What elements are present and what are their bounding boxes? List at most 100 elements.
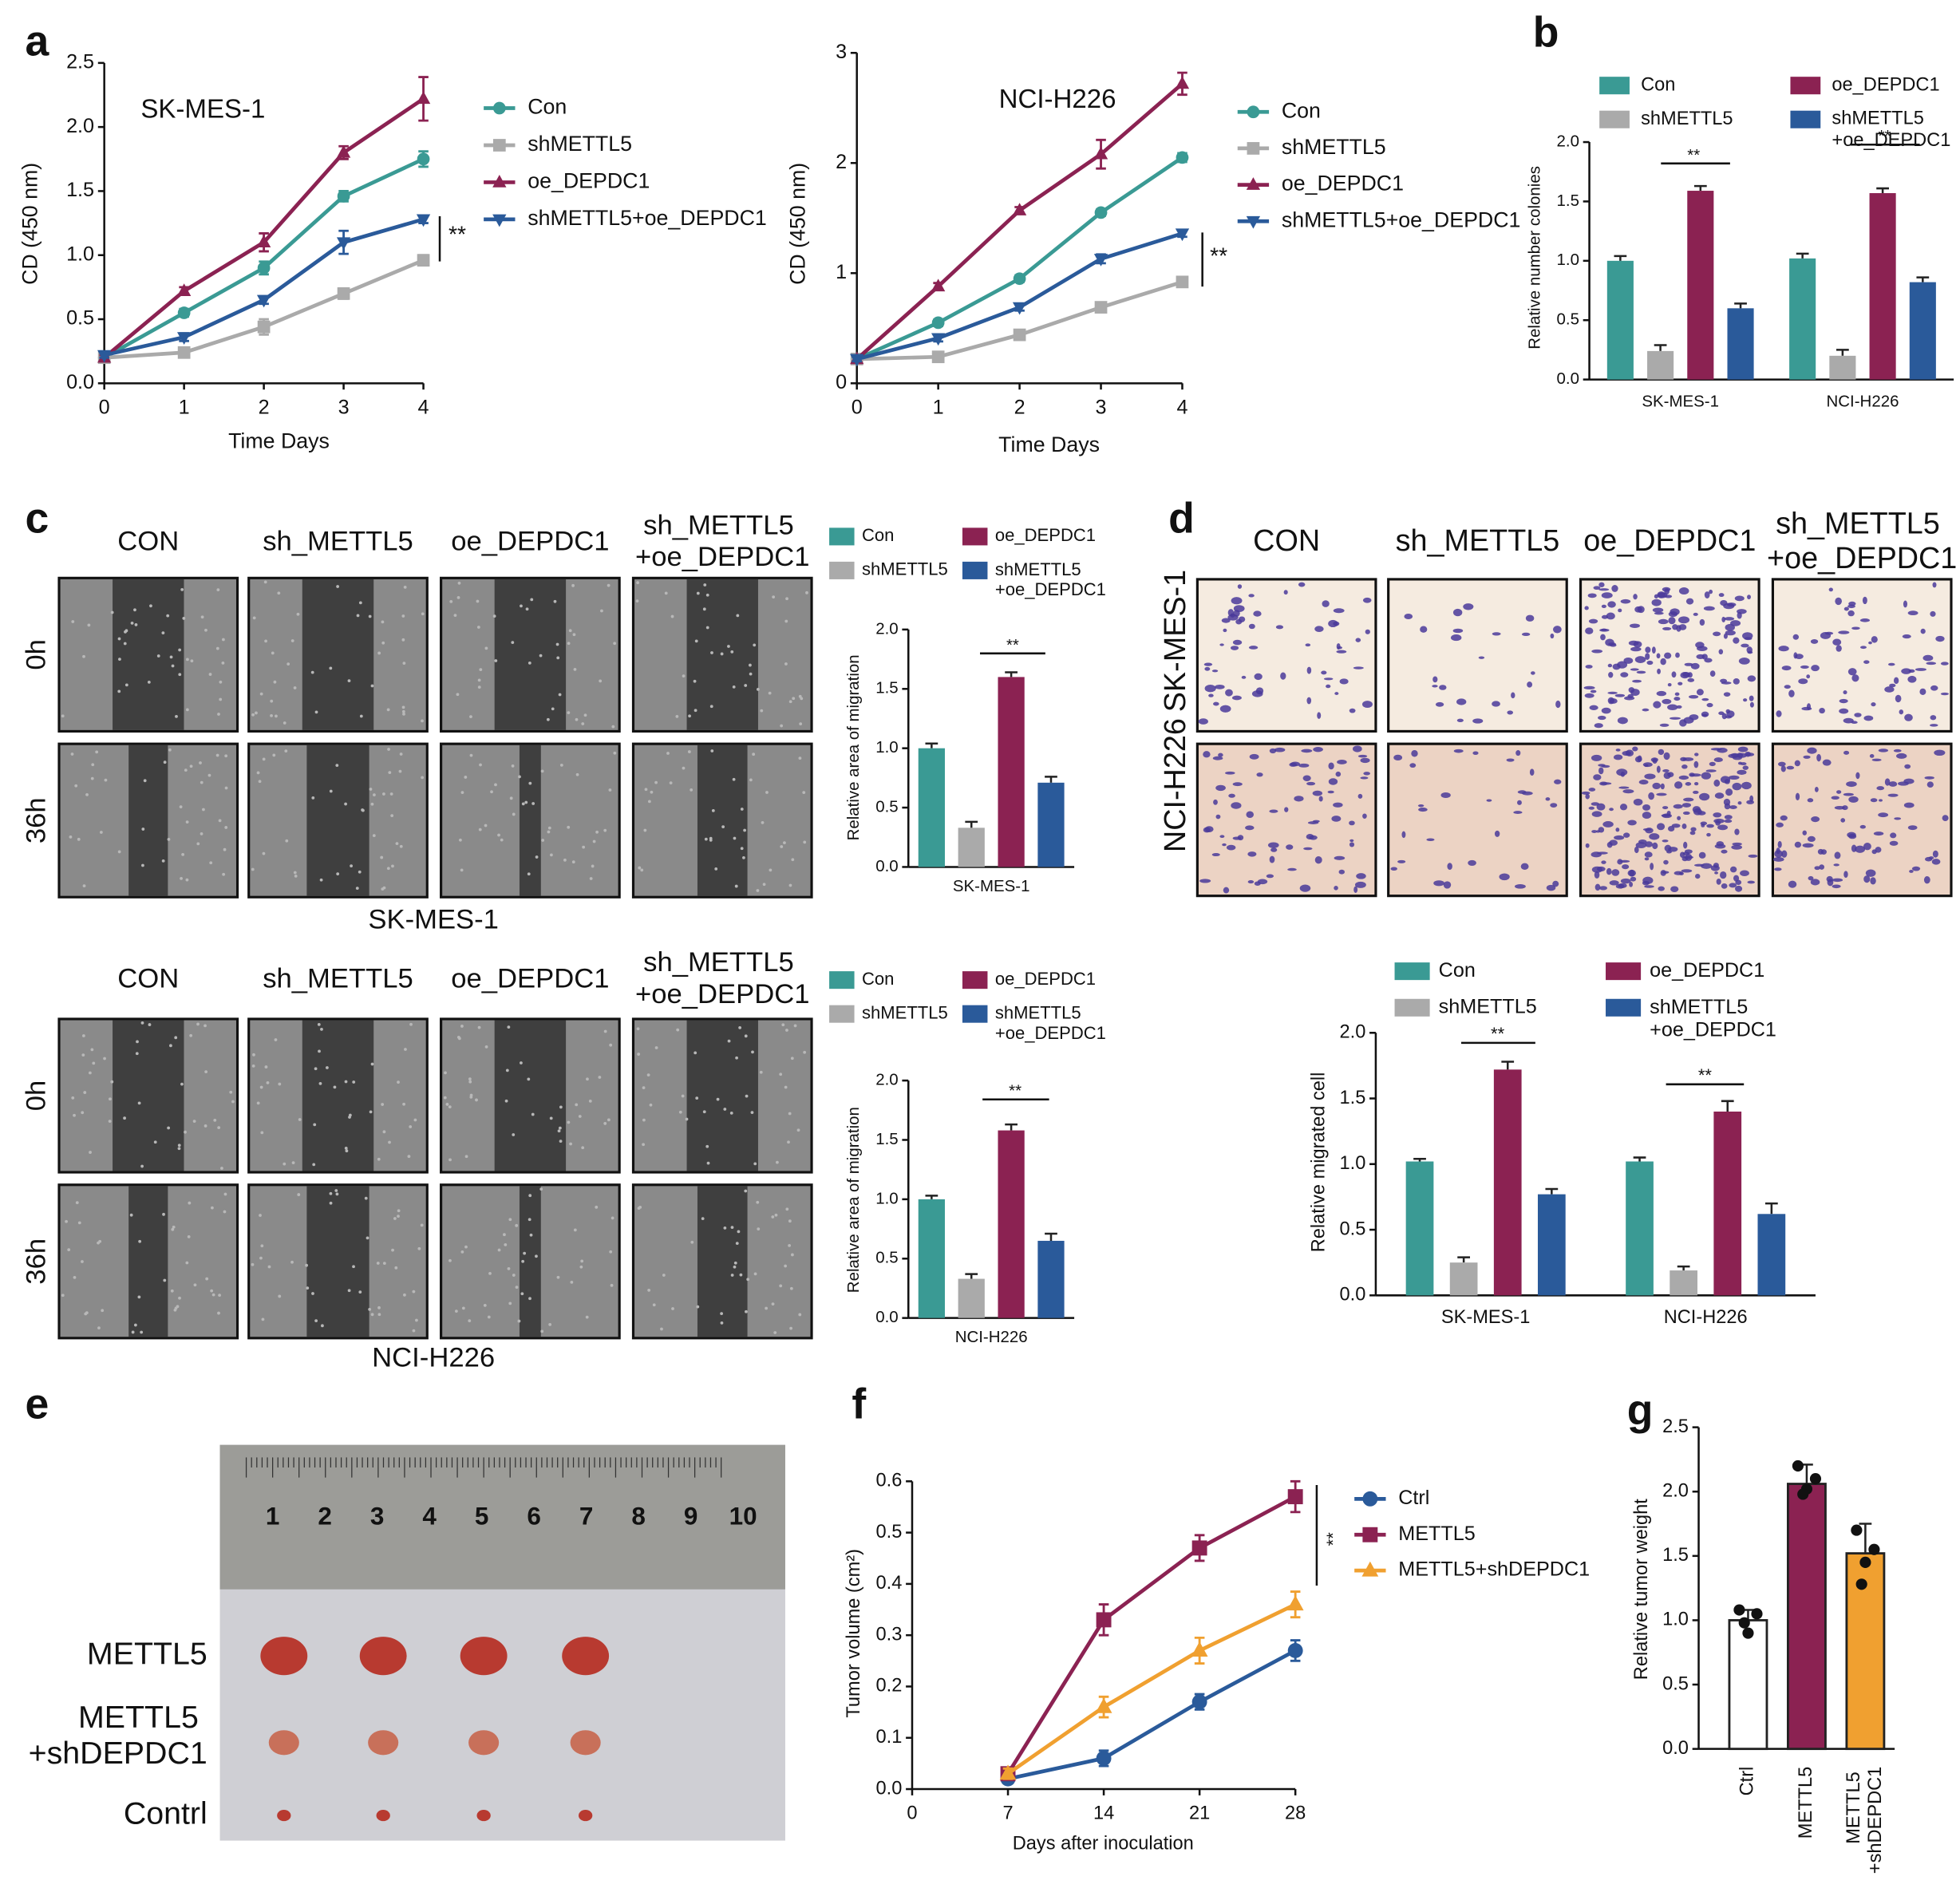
cell-speckle	[742, 856, 745, 859]
marker	[257, 320, 271, 334]
cell-speckle	[688, 714, 691, 718]
marker	[931, 316, 945, 330]
stained-cell	[1612, 663, 1621, 670]
cell-speckle	[743, 828, 746, 832]
stained-cell	[1915, 668, 1926, 671]
cell-speckle	[643, 828, 647, 832]
stained-cell	[1651, 646, 1656, 654]
stained-cell	[1729, 866, 1737, 873]
stained-cell	[1865, 869, 1876, 877]
cell-speckle	[388, 771, 392, 775]
cell-speckle	[636, 581, 639, 585]
bar	[1449, 1262, 1478, 1296]
significance-label: **	[1698, 1065, 1713, 1085]
cell-speckle	[517, 1319, 521, 1323]
cell-speckle	[730, 1274, 734, 1277]
cell-speckle	[135, 1052, 139, 1056]
cell-speckle	[169, 1044, 172, 1048]
tumor	[277, 1810, 291, 1822]
stained-cell	[1360, 757, 1370, 764]
cell-speckle	[664, 591, 668, 595]
stained-cell	[1907, 825, 1918, 831]
cell-speckle	[483, 1304, 487, 1307]
cell-speckle	[131, 1330, 135, 1334]
tumor	[578, 1810, 593, 1822]
cell-speckle	[218, 1294, 221, 1298]
stained-cell	[1848, 796, 1859, 803]
cell-speckle	[251, 867, 255, 871]
stained-cell	[1204, 666, 1211, 671]
cell-speckle	[298, 1118, 302, 1121]
panel-label: c	[25, 496, 49, 543]
stained-cell	[1713, 779, 1721, 787]
stained-cell	[1356, 873, 1366, 879]
cell-speckle	[704, 837, 708, 841]
stained-cell	[1637, 755, 1642, 762]
cell-speckle	[788, 883, 792, 887]
data-point	[1859, 1556, 1871, 1568]
cell-speckle	[484, 1045, 488, 1049]
row-label: NCI-H226	[1159, 718, 1192, 852]
cell-speckle	[515, 1286, 519, 1289]
stained-cell	[1636, 670, 1646, 674]
stained-cell	[1896, 752, 1907, 759]
cell-speckle	[637, 1053, 641, 1056]
cell-speckle	[705, 1144, 709, 1148]
stained-cell	[1725, 709, 1731, 713]
stained-cell	[1664, 588, 1670, 594]
cell-speckle	[720, 1321, 724, 1325]
stained-cell	[1298, 763, 1310, 768]
stained-cell	[1433, 880, 1444, 887]
stained-cell	[1676, 705, 1682, 709]
stained-cell	[1225, 689, 1233, 697]
y-tick-label: 0.5	[1557, 310, 1579, 329]
cell-speckle	[547, 830, 551, 834]
stained-cell	[1671, 824, 1681, 828]
stained-cell	[1743, 698, 1748, 702]
stained-cell	[1870, 798, 1878, 803]
stained-cell	[1287, 867, 1297, 871]
y-tick-label: 0.0	[1557, 369, 1579, 388]
stained-cell	[1622, 789, 1634, 794]
cell-speckle	[508, 1302, 512, 1305]
stained-cell	[1931, 859, 1941, 865]
cell-speckle	[260, 1131, 264, 1135]
cell-speckle	[531, 1112, 535, 1116]
stained-cell	[1713, 757, 1723, 763]
cell-speckle	[642, 1118, 646, 1122]
stained-cell	[1733, 637, 1740, 644]
wound-gap	[302, 579, 374, 730]
cell-speckle	[650, 790, 654, 794]
cell-speckle	[477, 685, 481, 689]
cell-speckle	[391, 864, 394, 868]
cell-speckle	[607, 583, 611, 587]
cell-speckle	[529, 1233, 533, 1237]
marker	[177, 346, 191, 359]
cell-speckle	[735, 1056, 738, 1060]
cell-speckle	[259, 1085, 263, 1089]
stained-cell	[1678, 775, 1689, 780]
stained-cell	[1842, 805, 1848, 811]
stained-cell	[1737, 752, 1744, 758]
cell-speckle	[694, 639, 698, 643]
cell-line-label: SK-MES-1	[368, 904, 499, 934]
cell-speckle	[784, 619, 788, 623]
cell-speckle	[334, 1189, 338, 1192]
stained-cell	[1904, 713, 1913, 721]
cell-speckle	[134, 623, 138, 626]
stained-cell	[1781, 666, 1792, 671]
stained-cell	[1674, 871, 1683, 875]
stained-cell	[1724, 819, 1733, 824]
stained-cell	[1294, 796, 1304, 802]
x-tick-label: SK-MES-1	[1441, 1307, 1531, 1328]
ruler	[219, 1444, 785, 1590]
stained-cell	[1786, 765, 1795, 770]
bar	[1493, 1069, 1522, 1296]
cell-speckle	[229, 1090, 233, 1094]
stained-cell	[1245, 825, 1255, 831]
cell-speckle	[148, 1023, 152, 1026]
stained-cell	[1585, 843, 1590, 848]
stained-cell	[1390, 867, 1397, 871]
stained-cell	[1792, 634, 1800, 640]
